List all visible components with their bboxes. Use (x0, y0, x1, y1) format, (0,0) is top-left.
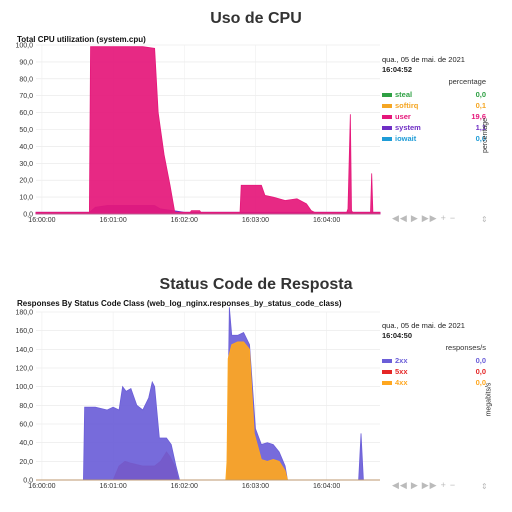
status-right-axis-label: megabits/s (485, 383, 492, 417)
legend-swatch (382, 359, 392, 363)
zoom-in-icon[interactable]: + (441, 480, 447, 490)
y-tick-label: 80,0 (19, 403, 33, 410)
legend-swatch (382, 370, 392, 374)
status-legend-time: 16:04:50 (382, 331, 486, 340)
y-tick-label: 100,0 (15, 384, 33, 391)
y-tick-label: 20,0 (19, 459, 33, 466)
x-tick-label: 16:01:00 (99, 483, 126, 490)
legend-item-2xx[interactable]: 2xx 0,0 (382, 355, 486, 366)
y-tick-label: 180,0 (15, 310, 33, 317)
legend-item-value: 0,0 (476, 356, 486, 365)
legend-item-name: 2xx (395, 356, 476, 365)
y-tick-label: 140,0 (15, 347, 33, 354)
legend-swatch (382, 381, 392, 385)
x-tick-label: 16:03:00 (242, 483, 269, 490)
series-area-2xx (36, 307, 380, 480)
legend-item-name: 4xx (395, 378, 476, 387)
legend-item-5xx[interactable]: 5xx 0,0 (382, 366, 486, 377)
legend-item-value: 0,0 (476, 367, 486, 376)
y-tick-label: 60,0 (19, 422, 33, 429)
y-tick-label: 160,0 (15, 328, 33, 335)
zoom-out-icon[interactable]: − (450, 480, 456, 490)
y-tick-label: 40,0 (19, 440, 33, 447)
status-resize-icon[interactable]: ⇕ (481, 482, 488, 491)
x-tick-label: 16:00:00 (28, 483, 55, 490)
forward-icon[interactable]: ▶▶ (422, 480, 438, 491)
x-tick-label: 16:02:00 (171, 483, 198, 490)
legend-item-value: 0,0 (476, 378, 486, 387)
play-icon[interactable]: ▶ (411, 480, 419, 491)
status-legend: qua., 05 de mai. de 2021 16:04:50 respon… (382, 321, 486, 388)
y-tick-label: 120,0 (15, 366, 33, 373)
legend-item-4xx[interactable]: 4xx 0,0 (382, 377, 486, 388)
x-tick-label: 16:04:00 (313, 483, 340, 490)
status-legend-date: qua., 05 de mai. de 2021 (382, 321, 486, 330)
status-toolbar: ◀◀ ▶ ▶▶ + − (392, 480, 459, 491)
rewind-icon[interactable]: ◀◀ (392, 480, 408, 491)
status-legend-unit: responses/s (382, 343, 486, 352)
legend-item-name: 5xx (395, 367, 476, 376)
